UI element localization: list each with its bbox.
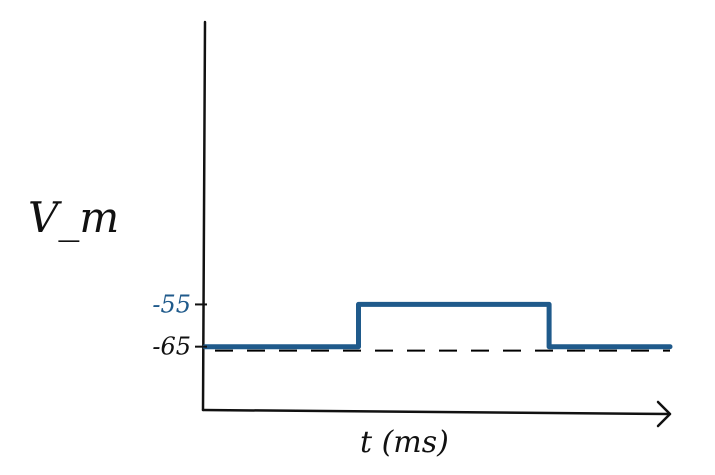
y-axis-line <box>201 20 207 412</box>
x-axis-label: t (ms) <box>360 425 449 460</box>
y-tick-label: -65 <box>152 333 191 361</box>
series-group <box>202 301 673 350</box>
x-axis-line <box>201 408 672 416</box>
x-axis-arrowhead <box>656 400 672 428</box>
y-tick-label: -55 <box>152 290 191 318</box>
membrane-potential-trace <box>202 301 673 350</box>
y-tick-labels: -55 -65 <box>152 290 207 361</box>
y-axis-label: V_m <box>28 193 119 242</box>
labels: V_m t (ms) <box>28 193 449 460</box>
axes <box>201 20 672 428</box>
